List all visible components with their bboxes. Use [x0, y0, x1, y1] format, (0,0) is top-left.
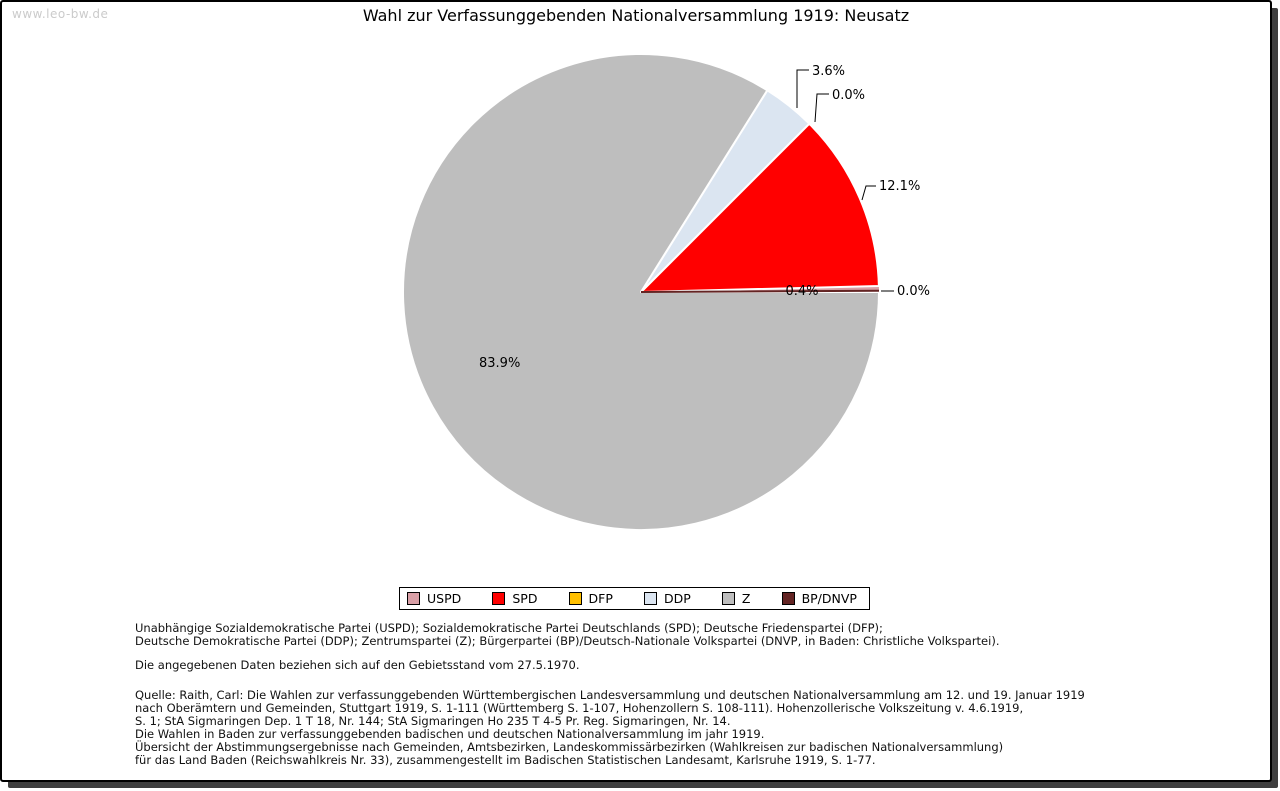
- legend-label-ddp: DDP: [664, 591, 691, 606]
- legend-label-bp-dnvp: BP/DNVP: [801, 591, 857, 606]
- legend-item-dfp: DFP: [568, 591, 613, 606]
- legend-swatch-ddp: [644, 592, 657, 605]
- legend-item-ddp: DDP: [644, 591, 691, 606]
- watermark-leo-bw: www.leo-bw.de: [12, 7, 109, 21]
- footnote-source-line5: Übersicht der Abstimmungsergebnisse nach…: [135, 740, 1004, 754]
- legend-item-bp-dnvp: BP/DNVP: [781, 591, 857, 606]
- legend: USPD SPD DFP DDP Z BP/DNVP: [399, 587, 870, 610]
- page-title: Wahl zur Verfassunggebenden Nationalvers…: [362, 6, 910, 25]
- legend-item-uspd: USPD: [407, 591, 461, 606]
- callout-label-uspd: 0.4%: [785, 284, 818, 299]
- legend-label-spd: SPD: [512, 591, 538, 606]
- legend-swatch-spd: [492, 592, 506, 605]
- legend-label-z: Z: [741, 591, 751, 606]
- legend-swatch-z: [721, 592, 735, 605]
- pie-callouts: 3.6% 0.0% 12.1% 0.0% 0.4% 83.9%: [479, 64, 930, 371]
- legend-label-dfp: DFP: [588, 591, 613, 606]
- footnote-source: Quelle: Raith, Carl: Die Wahlen zur verf…: [135, 689, 1085, 767]
- legend-item-z: Z: [721, 591, 751, 606]
- footnote-source-line1: Quelle: Raith, Carl: Die Wahlen zur verf…: [135, 688, 1085, 702]
- footnote-source-line2: nach Oberämtern und Gemeinden, Stuttgart…: [135, 701, 1024, 715]
- callout-label-dfp: 0.0%: [832, 88, 865, 103]
- footnote-source-line3: S. 1; StA Sigmaringen Dep. 1 T 18, Nr. 1…: [135, 714, 731, 728]
- callout-line-dfp: [814, 93, 829, 123]
- footnote-data-note: Die angegebenen Daten beziehen sich auf …: [135, 658, 580, 672]
- slice-label-z: 83.9%: [479, 356, 520, 371]
- footnote-party-names-line1: Unabhängige Sozialdemokratische Partei (…: [135, 621, 883, 635]
- footnote-party-names: Unabhängige Sozialdemokratische Partei (…: [135, 622, 999, 648]
- pie-slice-bp-dnvp: [640, 289, 880, 293]
- pie-slice-spd: [640, 122, 880, 293]
- legend-swatch-uspd: [407, 592, 420, 605]
- callout-line-spd: [861, 185, 876, 201]
- pie-chart: 3.6% 0.0% 12.1% 0.0% 0.4% 83.9%: [402, 53, 930, 532]
- callout-line-ddp: [796, 69, 809, 108]
- callout-label-spd: 12.1%: [879, 179, 920, 194]
- footnote-party-names-line2: Deutsche Demokratische Partei (DDP); Zen…: [135, 634, 1000, 648]
- footnote-source-line6: für das Land Baden (Reichswahlkreis Nr. …: [135, 753, 876, 767]
- legend-swatch-dfp: [568, 592, 582, 605]
- callout-label-ddp: 3.6%: [812, 64, 845, 79]
- legend-item-spd: SPD: [492, 591, 537, 606]
- callout-label-bp-dnvp: 0.0%: [897, 284, 930, 299]
- pie-slices: [402, 53, 880, 532]
- legend-swatch-bp-dnvp: [781, 592, 795, 605]
- footnote-source-line4: Die Wahlen in Baden zur verfassunggebend…: [135, 727, 765, 741]
- legend-label-uspd: USPD: [427, 591, 462, 606]
